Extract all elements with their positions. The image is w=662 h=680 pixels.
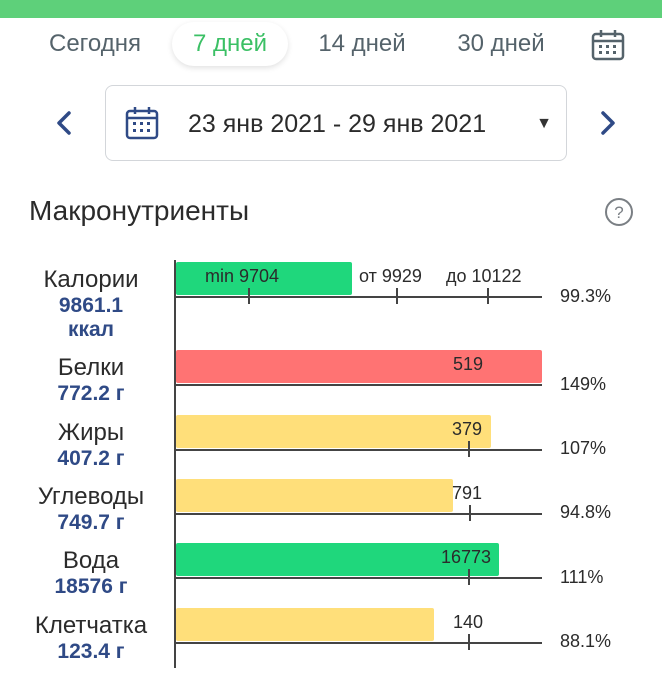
nutrient-label-water: Вода 18576 г xyxy=(6,547,176,599)
protein-target-label: 519 xyxy=(453,354,484,374)
protein-percent: 149% xyxy=(560,374,607,394)
nutrient-value: 18576 г xyxy=(54,575,128,598)
carbs-percent: 94.8% xyxy=(560,502,612,522)
calories-baseline xyxy=(176,296,542,298)
chart-axis xyxy=(174,260,176,668)
fat-percent: 107% xyxy=(560,438,607,458)
nutrient-value: 772.2 г xyxy=(57,382,125,405)
water-target-tick xyxy=(468,569,470,585)
water-percent: 111% xyxy=(560,567,604,587)
tab-today[interactable]: Сегодня xyxy=(49,30,141,57)
calories-min-label: min 9704 xyxy=(205,266,280,286)
fat-target-label: 379 xyxy=(452,419,483,439)
dropdown-caret-icon: ▼ xyxy=(536,115,552,132)
protein-baseline xyxy=(176,384,542,386)
svg-text:?: ? xyxy=(614,203,623,222)
protein-bar xyxy=(176,350,542,383)
chevron-left-icon[interactable] xyxy=(52,108,76,138)
calories-to-label: до 10122 xyxy=(446,266,522,286)
tab-7-days[interactable]: 7 дней xyxy=(172,22,288,66)
help-icon[interactable]: ? xyxy=(604,197,634,227)
nutrient-label-calories: Калории 9861.1 ккал xyxy=(6,266,176,342)
nutrient-label-carbs: Углеводы 749.7 г xyxy=(6,483,176,535)
nutrient-unit: ккал xyxy=(67,318,115,341)
from-tick xyxy=(396,288,398,304)
fat-bar xyxy=(176,415,491,448)
nutrient-name: Жиры xyxy=(57,419,125,446)
nutrient-value: 9861.1 xyxy=(58,294,124,317)
tab-14-days[interactable]: 14 дней xyxy=(318,30,406,57)
nutrient-value: 407.2 г xyxy=(57,447,125,470)
date-range-label: 23 янв 2021 - 29 янв 2021 xyxy=(188,110,487,138)
carbs-bar xyxy=(176,479,453,512)
top-status-strip xyxy=(0,0,662,18)
period-tabs: Сегодня 7 дней 14 дней 30 дней xyxy=(0,22,662,66)
nutrient-label-fiber: Клетчатка 123.4 г xyxy=(6,612,176,664)
water-target-label: 16773 xyxy=(441,547,492,567)
to-tick xyxy=(487,288,489,304)
calories-from-label: от 9929 xyxy=(359,266,422,286)
fiber-bar xyxy=(176,608,434,641)
carbs-baseline xyxy=(176,513,542,515)
nutrient-label-protein: Белки 772.2 г xyxy=(6,354,176,406)
nutrient-name: Вода xyxy=(62,547,120,574)
nutrient-label-fat: Жиры 407.2 г xyxy=(6,419,176,471)
carbs-target-tick xyxy=(469,505,471,521)
fiber-target-label: 140 xyxy=(453,612,484,632)
nutrient-name: Клетчатка xyxy=(34,612,148,639)
calories-percent: 99.3% xyxy=(560,286,612,306)
fat-baseline xyxy=(176,449,542,451)
nutrient-value: 123.4 г xyxy=(57,640,125,663)
fat-target-tick xyxy=(468,441,470,457)
calendar-icon[interactable] xyxy=(590,28,626,62)
nutrient-value: 749.7 г xyxy=(57,511,125,534)
chevron-right-icon[interactable] xyxy=(596,108,620,138)
nutrient-name: Углеводы xyxy=(37,483,145,510)
section-title: Макронутриенты xyxy=(29,195,250,226)
water-baseline xyxy=(176,577,542,579)
calendar-icon xyxy=(125,107,159,140)
min-tick xyxy=(248,288,250,304)
nutrient-name: Белки xyxy=(57,354,125,381)
nutrient-name: Калории xyxy=(43,266,139,293)
calories-bar xyxy=(176,262,352,295)
fiber-percent: 88.1% xyxy=(560,631,612,651)
water-bar xyxy=(176,543,499,576)
fiber-target-tick xyxy=(468,634,470,650)
tab-30-days[interactable]: 30 дней xyxy=(457,30,545,57)
carbs-target-label: 791 xyxy=(452,483,483,503)
date-range-selector[interactable]: 23 янв 2021 - 29 янв 2021 ▼ xyxy=(105,85,567,161)
fiber-baseline xyxy=(176,642,542,644)
